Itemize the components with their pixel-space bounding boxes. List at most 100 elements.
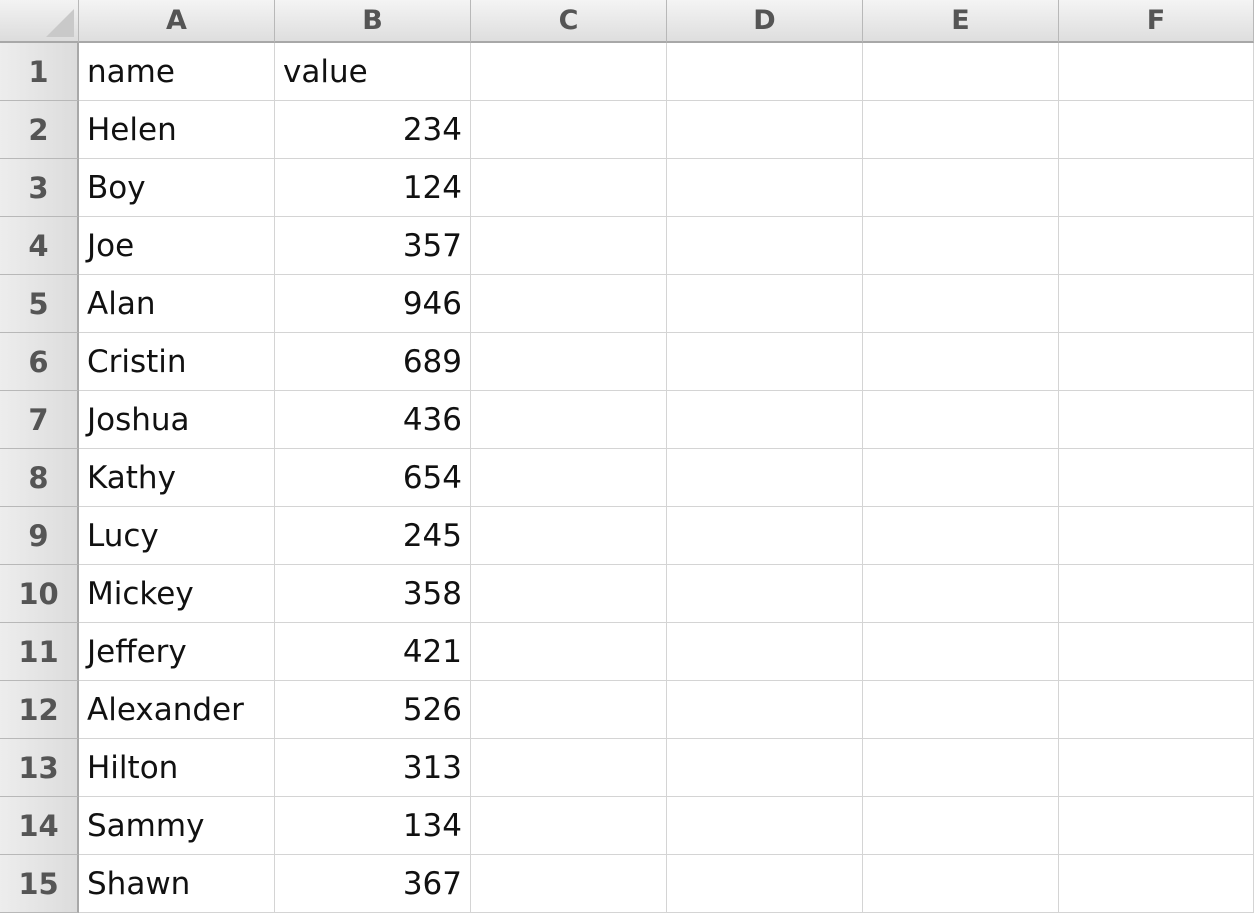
cell-a2[interactable]: Helen	[79, 101, 275, 159]
cell-b3[interactable]: 124	[275, 159, 471, 217]
cell-a12[interactable]: Alexander	[79, 681, 275, 739]
cell-d14[interactable]	[667, 797, 863, 855]
cell-c4[interactable]	[471, 217, 667, 275]
cell-f7[interactable]	[1059, 391, 1254, 449]
cell-f2[interactable]	[1059, 101, 1254, 159]
cell-c14[interactable]	[471, 797, 667, 855]
cell-b2[interactable]: 234	[275, 101, 471, 159]
cell-a7[interactable]: Joshua	[79, 391, 275, 449]
cell-a15[interactable]: Shawn	[79, 855, 275, 913]
cell-c5[interactable]	[471, 275, 667, 333]
select-all-corner[interactable]	[0, 0, 79, 43]
row-header-6[interactable]: 6	[0, 333, 79, 391]
cell-e10[interactable]	[863, 565, 1059, 623]
cell-c7[interactable]	[471, 391, 667, 449]
column-header-c[interactable]: C	[471, 0, 667, 43]
cell-f12[interactable]	[1059, 681, 1254, 739]
cell-b4[interactable]: 357	[275, 217, 471, 275]
cell-f8[interactable]	[1059, 449, 1254, 507]
cell-b6[interactable]: 689	[275, 333, 471, 391]
cell-f4[interactable]	[1059, 217, 1254, 275]
cell-c2[interactable]	[471, 101, 667, 159]
cell-e13[interactable]	[863, 739, 1059, 797]
row-header-5[interactable]: 5	[0, 275, 79, 333]
cell-e3[interactable]	[863, 159, 1059, 217]
cell-e9[interactable]	[863, 507, 1059, 565]
cell-d7[interactable]	[667, 391, 863, 449]
cell-a10[interactable]: Mickey	[79, 565, 275, 623]
cell-d3[interactable]	[667, 159, 863, 217]
cell-d13[interactable]	[667, 739, 863, 797]
cell-c12[interactable]	[471, 681, 667, 739]
row-header-13[interactable]: 13	[0, 739, 79, 797]
cell-c8[interactable]	[471, 449, 667, 507]
row-header-2[interactable]: 2	[0, 101, 79, 159]
cell-a13[interactable]: Hilton	[79, 739, 275, 797]
cell-f5[interactable]	[1059, 275, 1254, 333]
cell-b15[interactable]: 367	[275, 855, 471, 913]
cell-d10[interactable]	[667, 565, 863, 623]
cell-e12[interactable]	[863, 681, 1059, 739]
cell-f13[interactable]	[1059, 739, 1254, 797]
cell-f3[interactable]	[1059, 159, 1254, 217]
cell-e2[interactable]	[863, 101, 1059, 159]
cell-f1[interactable]	[1059, 43, 1254, 101]
cell-a5[interactable]: Alan	[79, 275, 275, 333]
cell-d9[interactable]	[667, 507, 863, 565]
column-header-b[interactable]: B	[275, 0, 471, 43]
row-header-4[interactable]: 4	[0, 217, 79, 275]
cell-b13[interactable]: 313	[275, 739, 471, 797]
row-header-10[interactable]: 10	[0, 565, 79, 623]
cell-e15[interactable]	[863, 855, 1059, 913]
cell-a3[interactable]: Boy	[79, 159, 275, 217]
cell-c1[interactable]	[471, 43, 667, 101]
row-header-8[interactable]: 8	[0, 449, 79, 507]
cell-e1[interactable]	[863, 43, 1059, 101]
cell-f11[interactable]	[1059, 623, 1254, 681]
cell-c6[interactable]	[471, 333, 667, 391]
cell-f6[interactable]	[1059, 333, 1254, 391]
row-header-15[interactable]: 15	[0, 855, 79, 913]
row-header-14[interactable]: 14	[0, 797, 79, 855]
cell-f14[interactable]	[1059, 797, 1254, 855]
cell-e7[interactable]	[863, 391, 1059, 449]
cell-d1[interactable]	[667, 43, 863, 101]
cell-b7[interactable]: 436	[275, 391, 471, 449]
cell-a4[interactable]: Joe	[79, 217, 275, 275]
column-header-e[interactable]: E	[863, 0, 1059, 43]
cell-b1[interactable]: value	[275, 43, 471, 101]
cell-e11[interactable]	[863, 623, 1059, 681]
cell-d2[interactable]	[667, 101, 863, 159]
cell-e14[interactable]	[863, 797, 1059, 855]
cell-e5[interactable]	[863, 275, 1059, 333]
cell-c9[interactable]	[471, 507, 667, 565]
column-header-d[interactable]: D	[667, 0, 863, 43]
cell-b14[interactable]: 134	[275, 797, 471, 855]
cell-f9[interactable]	[1059, 507, 1254, 565]
cell-a11[interactable]: Jeffery	[79, 623, 275, 681]
cell-a14[interactable]: Sammy	[79, 797, 275, 855]
column-header-f[interactable]: F	[1059, 0, 1254, 43]
cell-d5[interactable]	[667, 275, 863, 333]
row-header-3[interactable]: 3	[0, 159, 79, 217]
cell-f15[interactable]	[1059, 855, 1254, 913]
cell-c3[interactable]	[471, 159, 667, 217]
column-header-a[interactable]: A	[79, 0, 275, 43]
cell-a9[interactable]: Lucy	[79, 507, 275, 565]
cell-b9[interactable]: 245	[275, 507, 471, 565]
cell-c11[interactable]	[471, 623, 667, 681]
cell-b10[interactable]: 358	[275, 565, 471, 623]
cell-e8[interactable]	[863, 449, 1059, 507]
cell-b8[interactable]: 654	[275, 449, 471, 507]
cell-b5[interactable]: 946	[275, 275, 471, 333]
cell-c13[interactable]	[471, 739, 667, 797]
cell-d6[interactable]	[667, 333, 863, 391]
cell-b11[interactable]: 421	[275, 623, 471, 681]
cell-d15[interactable]	[667, 855, 863, 913]
row-header-7[interactable]: 7	[0, 391, 79, 449]
cell-a1[interactable]: name	[79, 43, 275, 101]
cell-c15[interactable]	[471, 855, 667, 913]
cell-d12[interactable]	[667, 681, 863, 739]
row-header-12[interactable]: 12	[0, 681, 79, 739]
cell-d8[interactable]	[667, 449, 863, 507]
